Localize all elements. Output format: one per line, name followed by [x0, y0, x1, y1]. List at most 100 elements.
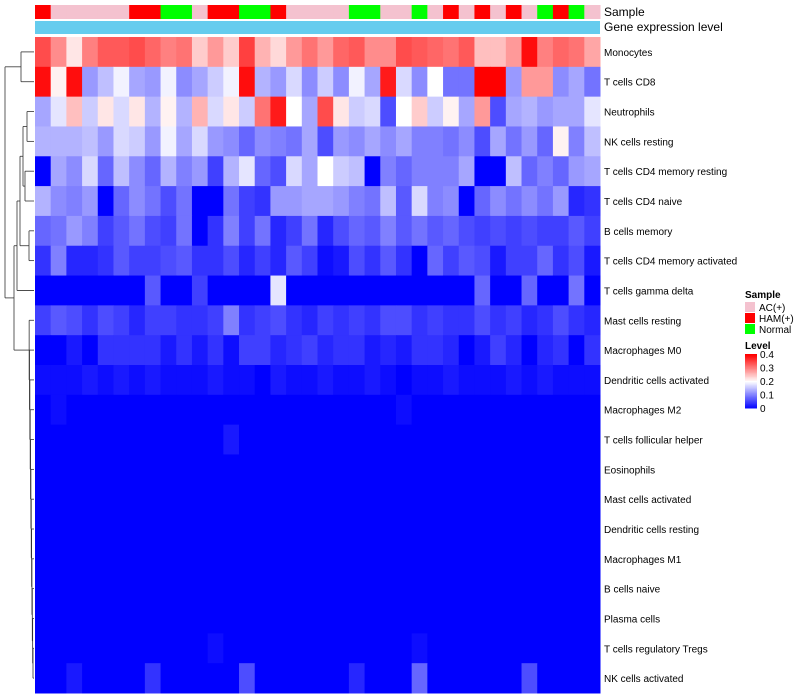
heatmap-cell	[427, 663, 444, 694]
heatmap-cell	[50, 543, 67, 575]
heatmap-cell	[82, 484, 99, 515]
heatmap-cell	[113, 454, 130, 485]
heatmap-cell	[317, 633, 334, 664]
heatmap-cell	[286, 96, 303, 127]
sample-annotation-cell	[584, 5, 601, 19]
heatmap-cell	[474, 454, 491, 485]
heatmap-cell	[584, 66, 601, 98]
heatmap-cell	[97, 126, 114, 157]
heatmap-cell	[113, 573, 130, 605]
heatmap-cell	[160, 156, 177, 187]
heatmap-cell	[223, 633, 240, 664]
heatmap-cell	[301, 394, 318, 426]
heatmap-cell	[129, 365, 146, 396]
heatmap-cell	[474, 424, 491, 455]
heatmap-cell	[50, 514, 67, 545]
heatmap-cells	[35, 37, 601, 694]
heatmap-cell	[82, 514, 99, 545]
heatmap-cell	[427, 454, 444, 485]
heatmap-cell	[552, 365, 570, 396]
heatmap-cell	[191, 543, 209, 575]
row-label: T cells CD4 naive	[604, 197, 683, 208]
heatmap-cell	[35, 275, 52, 306]
heatmap-cell	[144, 514, 162, 545]
sample-annotation-cell	[317, 5, 334, 19]
heatmap-cell	[427, 156, 444, 187]
heatmap-cell	[254, 514, 271, 545]
heatmap-cell	[317, 365, 334, 396]
heatmap-cell	[568, 663, 585, 694]
heatmap-cell	[443, 215, 460, 247]
heatmap-cell	[239, 126, 256, 157]
heatmap-cell	[333, 156, 350, 187]
heatmap-cell	[254, 126, 271, 157]
heatmap-cell	[537, 335, 554, 366]
heatmap-cell	[474, 156, 491, 187]
heatmap-cell	[380, 633, 397, 664]
heatmap-cell	[239, 543, 256, 575]
heatmap-cell	[552, 484, 570, 515]
heatmap-cell	[505, 454, 523, 485]
heatmap-cell	[254, 245, 271, 277]
heatmap-cell	[207, 126, 224, 157]
level-gradient-step	[745, 355, 757, 358]
heatmap-cell	[254, 305, 271, 336]
heatmap-cell	[50, 245, 67, 277]
heatmap-cell	[568, 96, 585, 127]
heatmap-cell	[458, 156, 475, 187]
heatmap-cell	[191, 37, 209, 68]
heatmap-cell	[474, 186, 491, 217]
heatmap-cell	[191, 484, 209, 515]
heatmap-cell	[254, 96, 271, 127]
heatmap-cell	[301, 215, 318, 247]
heatmap-cell	[97, 424, 114, 455]
heatmap-cell	[317, 245, 334, 277]
heatmap-cell	[223, 126, 240, 157]
heatmap-cell	[113, 484, 130, 515]
heatmap-cell	[317, 96, 334, 127]
heatmap-cell	[443, 543, 460, 575]
heatmap-cell	[348, 96, 366, 127]
row-label: T cells regulatory Tregs	[604, 644, 708, 655]
level-gradient-step	[745, 363, 757, 366]
level-gradient-step	[745, 394, 757, 397]
heatmap-cell	[521, 186, 538, 217]
heatmap-cell	[568, 633, 585, 664]
row-labels: Monocytes T cells CD8 Neutrophils NK cells …	[604, 48, 737, 685]
heatmap-cell	[144, 603, 162, 634]
heatmap-cell	[411, 275, 428, 306]
heatmap-cell	[317, 66, 334, 98]
heatmap-cell	[395, 603, 413, 634]
heatmap-cell	[521, 454, 538, 485]
heatmap-cell	[223, 484, 240, 515]
heatmap-cell	[191, 156, 209, 187]
sample-annotation-cell	[207, 5, 224, 19]
heatmap-cell	[97, 305, 114, 336]
row-label: Plasma cells	[604, 614, 660, 625]
heatmap-cell	[364, 424, 381, 455]
heatmap-cell	[490, 633, 507, 664]
heatmap-cell	[144, 573, 162, 605]
level-gradient-step	[745, 393, 757, 395]
heatmap-cell	[113, 126, 130, 157]
heatmap-cell	[301, 484, 318, 515]
heatmap-cell	[411, 335, 428, 366]
heatmap-cell	[270, 96, 287, 127]
heatmap-cell	[443, 186, 460, 217]
heatmap-cell	[505, 424, 523, 455]
heatmap-cell	[254, 215, 271, 247]
heatmap-cell	[490, 454, 507, 485]
heatmap-cell	[223, 186, 240, 217]
heatmap-cell	[50, 424, 67, 455]
heatmap-cell	[97, 663, 114, 694]
heatmap-cell	[160, 394, 177, 426]
heatmap-cell	[552, 663, 570, 694]
heatmap-cell	[333, 394, 350, 426]
heatmap-cell	[552, 96, 570, 127]
heatmap-cell	[505, 275, 523, 306]
heatmap-cell	[568, 454, 585, 485]
heatmap-cell	[333, 126, 350, 157]
heatmap-cell	[537, 573, 554, 605]
sample-annotation-cell	[97, 5, 114, 19]
heatmap-cell	[82, 305, 99, 336]
